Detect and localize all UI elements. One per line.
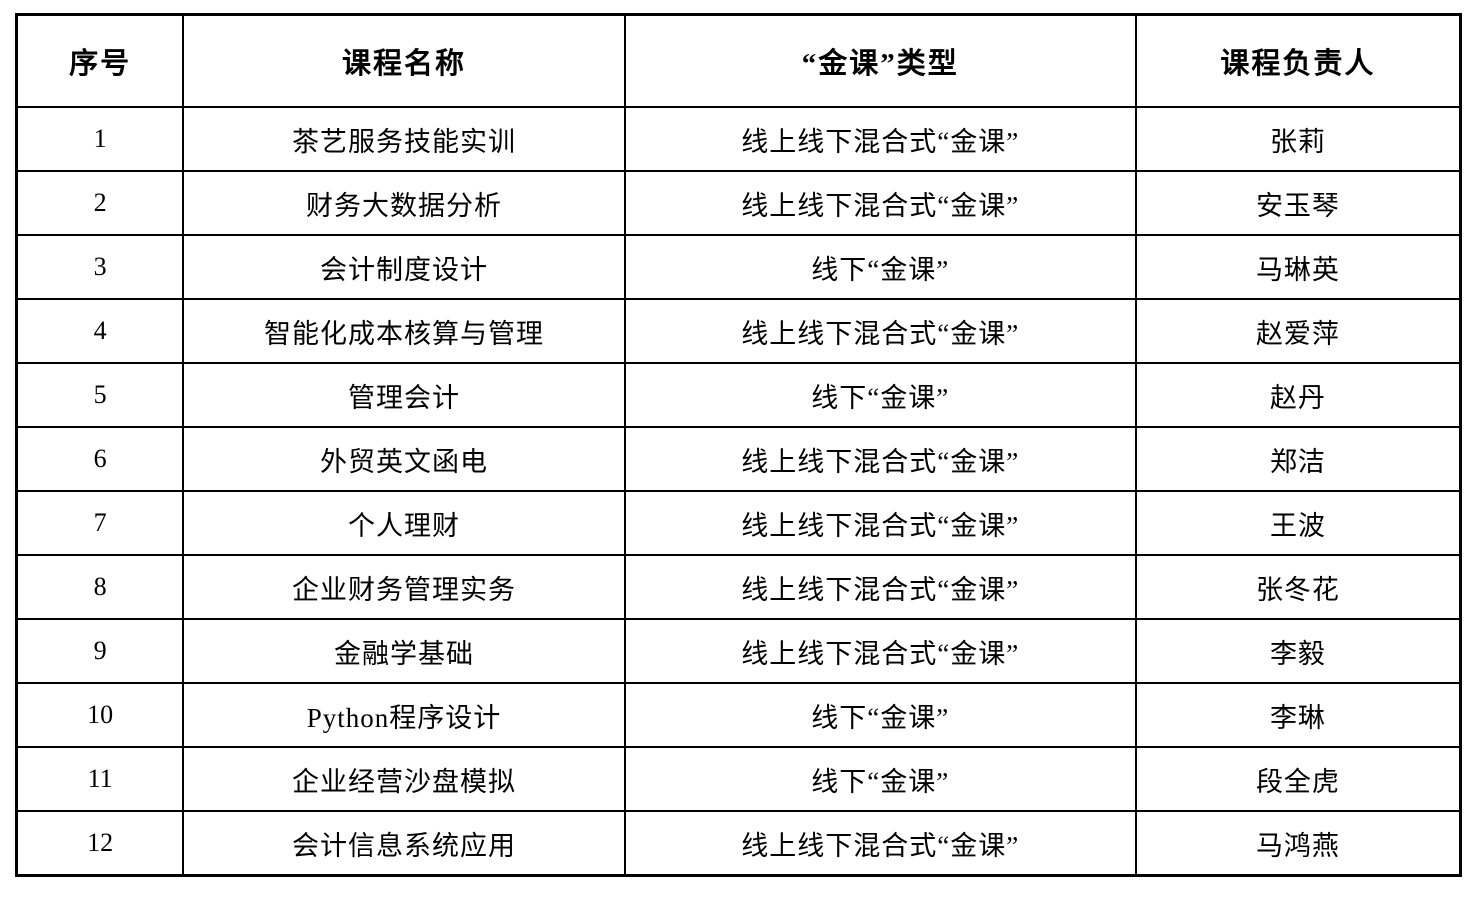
table-row: 8 企业财务管理实务 线上线下混合式“金课” 张冬花 <box>15 554 1462 620</box>
cell-course: 财务大数据分析 <box>182 170 626 236</box>
cell-type: 线上线下混合式“金课” <box>623 554 1137 620</box>
golden-course-table: 序号 课程名称 “金课”类型 课程负责人 1 茶艺服务技能实训 线上线下混合式“金课… <box>15 13 1462 877</box>
cell-leader: 张冬花 <box>1134 554 1462 620</box>
cell-no: 4 <box>15 298 185 364</box>
table-row: 1 茶艺服务技能实训 线上线下混合式“金课” 张莉 <box>15 106 1462 172</box>
cell-leader: 张莉 <box>1134 106 1462 172</box>
cell-course: 管理会计 <box>182 362 626 428</box>
cell-course: 会计信息系统应用 <box>182 810 626 877</box>
table-header: 序号 课程名称 “金课”类型 课程负责人 <box>15 13 1462 108</box>
table-row: 6 外贸英文函电 线上线下混合式“金课” 郑洁 <box>15 426 1462 492</box>
header-cell-type: “金课”类型 <box>623 13 1137 108</box>
table-body: 1 茶艺服务技能实训 线上线下混合式“金课” 张莉 2 财务大数据分析 线上线下混合式“金课… <box>15 106 1462 877</box>
cell-type: 线上线下混合式“金课” <box>623 170 1137 236</box>
cell-type: 线下“金课” <box>623 362 1137 428</box>
cell-type: 线上线下混合式“金课” <box>623 490 1137 556</box>
cell-no: 7 <box>15 490 185 556</box>
cell-type: 线上线下混合式“金课” <box>623 426 1137 492</box>
cell-type: 线上线下混合式“金课” <box>623 618 1137 684</box>
cell-no: 9 <box>15 618 185 684</box>
cell-leader: 赵丹 <box>1134 362 1462 428</box>
cell-no: 2 <box>15 170 185 236</box>
header-cell-course: 课程名称 <box>182 13 626 108</box>
cell-no: 1 <box>15 106 185 172</box>
table-row: 9 金融学基础 线上线下混合式“金课” 李毅 <box>15 618 1462 684</box>
cell-type: 线下“金课” <box>623 746 1137 812</box>
cell-course: 外贸英文函电 <box>182 426 626 492</box>
table-row: 2 财务大数据分析 线上线下混合式“金课” 安玉琴 <box>15 170 1462 236</box>
cell-course: 智能化成本核算与管理 <box>182 298 626 364</box>
cell-leader: 赵爱萍 <box>1134 298 1462 364</box>
cell-course: 个人理财 <box>182 490 626 556</box>
cell-no: 12 <box>15 810 185 877</box>
table-row: 3 会计制度设计 线下“金课” 马琳英 <box>15 234 1462 300</box>
cell-course: 茶艺服务技能实训 <box>182 106 626 172</box>
cell-leader: 安玉琴 <box>1134 170 1462 236</box>
cell-type: 线上线下混合式“金课” <box>623 298 1137 364</box>
cell-type: 线下“金课” <box>623 234 1137 300</box>
table-row: 10 Python程序设计 线下“金课” 李琳 <box>15 682 1462 748</box>
cell-leader: 马鸿燕 <box>1134 810 1462 877</box>
cell-leader: 李琳 <box>1134 682 1462 748</box>
cell-leader: 段全虎 <box>1134 746 1462 812</box>
table-row: 11 企业经营沙盘模拟 线下“金课” 段全虎 <box>15 746 1462 812</box>
cell-no: 5 <box>15 362 185 428</box>
header-row: 序号 课程名称 “金课”类型 课程负责人 <box>15 13 1462 108</box>
cell-no: 11 <box>15 746 185 812</box>
cell-leader: 马琳英 <box>1134 234 1462 300</box>
header-cell-leader: 课程负责人 <box>1134 13 1462 108</box>
table-row: 5 管理会计 线下“金课” 赵丹 <box>15 362 1462 428</box>
cell-course: 企业财务管理实务 <box>182 554 626 620</box>
cell-no: 10 <box>15 682 185 748</box>
cell-course: Python程序设计 <box>182 682 626 748</box>
cell-course: 会计制度设计 <box>182 234 626 300</box>
cell-leader: 郑洁 <box>1134 426 1462 492</box>
cell-course: 企业经营沙盘模拟 <box>182 746 626 812</box>
table-row: 7 个人理财 线上线下混合式“金课” 王波 <box>15 490 1462 556</box>
cell-leader: 王波 <box>1134 490 1462 556</box>
cell-type: 线上线下混合式“金课” <box>623 106 1137 172</box>
cell-type: 线下“金课” <box>623 682 1137 748</box>
header-cell-no: 序号 <box>15 13 185 108</box>
cell-no: 8 <box>15 554 185 620</box>
cell-no: 3 <box>15 234 185 300</box>
cell-course: 金融学基础 <box>182 618 626 684</box>
cell-type: 线上线下混合式“金课” <box>623 810 1137 877</box>
table-row: 12 会计信息系统应用 线上线下混合式“金课” 马鸿燕 <box>15 810 1462 877</box>
cell-no: 6 <box>15 426 185 492</box>
table-row: 4 智能化成本核算与管理 线上线下混合式“金课” 赵爱萍 <box>15 298 1462 364</box>
cell-leader: 李毅 <box>1134 618 1462 684</box>
